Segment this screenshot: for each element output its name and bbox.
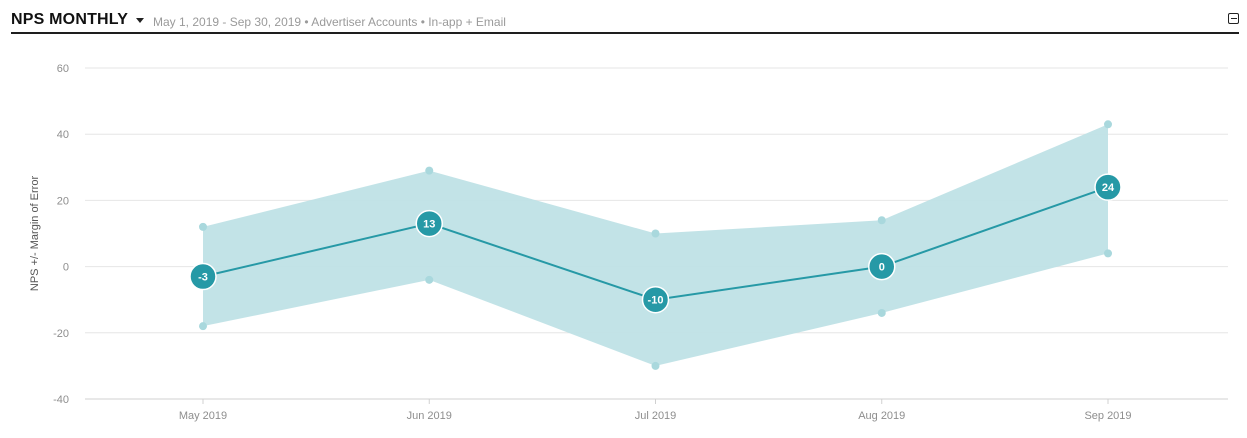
x-tick-label: May 2019 — [179, 410, 227, 422]
x-tick-label: Aug 2019 — [858, 410, 905, 422]
band-upper-point[interactable] — [199, 222, 207, 231]
nps-data-point[interactable] — [641, 285, 670, 314]
chart-title-dropdown[interactable]: NPS MONTHLY — [11, 11, 145, 29]
margin-of-error-band — [199, 120, 1112, 370]
nps-data-point[interactable] — [415, 209, 443, 238]
y-axis: 60 40 20 0 -20 -40 — [53, 63, 69, 406]
x-tick-label: Jun 2019 — [407, 410, 452, 422]
y-tick-label: 40 — [57, 129, 69, 141]
chart-title: NPS MONTHLY — [11, 11, 129, 28]
caret-down-icon — [136, 17, 145, 23]
data-point-label: -10 — [648, 295, 664, 307]
y-axis-title: NPS +/- Margin of Error — [29, 176, 41, 292]
x-tick-label: Sep 2019 — [1084, 410, 1131, 422]
data-point-label: 24 — [1102, 182, 1115, 194]
x-axis: May 2019 Jun 2019 Jul 2019 Aug 2019 Sep 2019 — [179, 399, 1132, 422]
nps-series: -3 13 -10 0 24 — [189, 173, 1122, 314]
y-tick-label: -20 — [53, 328, 69, 340]
chart-header: NPS MONTHLY May 1, 2019 - Sep 30, 2019 •… — [11, 0, 1239, 34]
band-upper-point[interactable] — [651, 229, 660, 238]
data-point-label: 0 — [879, 262, 885, 274]
band-lower-point[interactable] — [425, 275, 434, 284]
y-tick-label: 20 — [57, 195, 69, 207]
band-upper-point[interactable] — [877, 216, 886, 225]
minus-square-icon[interactable] — [1228, 13, 1239, 24]
band-upper-point[interactable] — [425, 166, 434, 175]
nps-data-point[interactable] — [1094, 173, 1122, 201]
y-tick-label: 0 — [63, 262, 69, 274]
y-tick-label: -40 — [53, 394, 69, 406]
band-upper-point[interactable] — [1104, 120, 1112, 129]
chart-subtitle: May 1, 2019 - Sep 30, 2019 • Advertiser … — [153, 15, 506, 29]
band-lower-point[interactable] — [651, 361, 660, 370]
data-point-label: 13 — [423, 219, 435, 231]
error-band-area — [203, 124, 1108, 366]
y-tick-label: 60 — [57, 63, 69, 75]
nps-data-point[interactable] — [189, 262, 217, 291]
data-point-label: -3 — [198, 272, 208, 284]
x-tick-label: Jul 2019 — [635, 410, 677, 422]
band-lower-point[interactable] — [877, 308, 886, 317]
band-lower-point[interactable] — [1104, 249, 1112, 258]
nps-data-point[interactable] — [868, 252, 896, 281]
band-lower-point[interactable] — [199, 322, 207, 331]
